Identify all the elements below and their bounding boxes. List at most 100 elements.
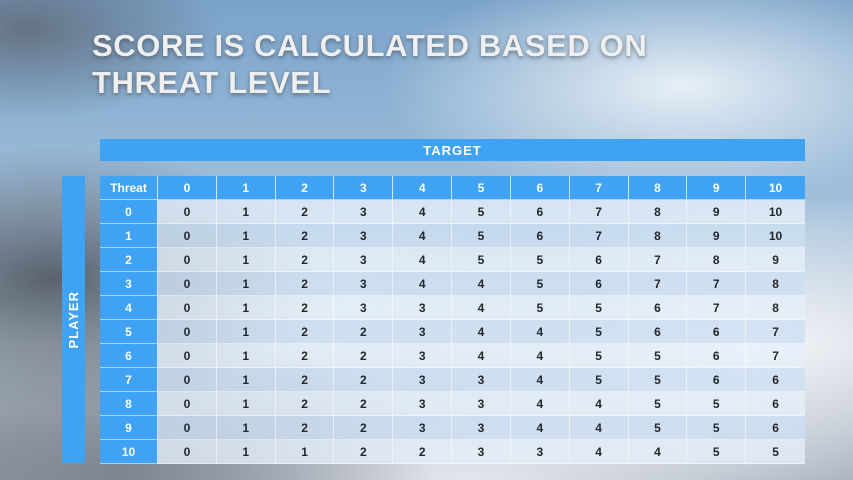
score-cell: 5 — [746, 440, 805, 464]
score-cell: 5 — [628, 368, 688, 392]
score-cell: 5 — [510, 296, 570, 320]
score-cell: 2 — [275, 296, 335, 320]
score-cell: 3 — [334, 224, 394, 248]
score-cell: 1 — [216, 248, 276, 272]
score-cell: 4 — [510, 392, 570, 416]
score-cell: 6 — [569, 248, 629, 272]
score-cell: 4 — [452, 344, 511, 368]
score-cell: 5 — [687, 440, 747, 464]
score-cell: 1 — [216, 224, 276, 248]
score-cell: 6 — [628, 320, 688, 344]
score-cell: 6 — [746, 392, 805, 416]
score-cell: 0 — [158, 440, 217, 464]
score-cell: 6 — [687, 320, 747, 344]
score-cell: 6 — [569, 272, 629, 296]
row-header: 9 — [100, 416, 158, 440]
score-cell: 2 — [275, 200, 335, 224]
row-header: 8 — [100, 392, 158, 416]
score-cell: 2 — [334, 368, 394, 392]
score-cell: 3 — [393, 320, 453, 344]
column-header: 8 — [628, 176, 688, 200]
score-cell: 3 — [334, 272, 394, 296]
row-header: 7 — [100, 368, 158, 392]
score-cell: 5 — [452, 224, 511, 248]
column-header: 9 — [687, 176, 747, 200]
column-header: 4 — [393, 176, 453, 200]
score-cell: 0 — [158, 416, 217, 440]
score-cell: 7 — [569, 200, 629, 224]
score-cell: 4 — [452, 320, 511, 344]
score-cell: 4 — [393, 272, 453, 296]
column-header: 7 — [569, 176, 629, 200]
score-cell: 6 — [746, 416, 805, 440]
score-cell: 3 — [452, 416, 511, 440]
score-cell: 5 — [569, 296, 629, 320]
score-cell: 8 — [746, 272, 805, 296]
score-cell: 2 — [334, 344, 394, 368]
score-cell: 6 — [510, 224, 570, 248]
row-header: 3 — [100, 272, 158, 296]
score-cell: 3 — [393, 392, 453, 416]
score-cell: 4 — [510, 344, 570, 368]
player-axis-label: PLAYER — [66, 290, 81, 349]
score-cell: 2 — [275, 392, 335, 416]
score-cell: 7 — [628, 248, 688, 272]
column-header: 2 — [275, 176, 335, 200]
row-header: 2 — [100, 248, 158, 272]
score-cell: 3 — [334, 248, 394, 272]
score-cell: 4 — [510, 320, 570, 344]
score-cell: 10 — [746, 200, 805, 224]
score-cell: 2 — [334, 320, 394, 344]
score-cell: 3 — [510, 440, 570, 464]
score-cell: 10 — [746, 224, 805, 248]
slide-title: SCORE IS CALCULATED BASED ON THREAT LEVEL — [92, 27, 732, 101]
score-cell: 9 — [687, 200, 747, 224]
threat-corner-header: Threat — [100, 176, 158, 200]
score-cell: 7 — [569, 224, 629, 248]
score-cell: 4 — [452, 272, 511, 296]
score-cell: 3 — [393, 416, 453, 440]
score-cell: 8 — [746, 296, 805, 320]
score-cell: 4 — [569, 392, 629, 416]
score-cell: 4 — [510, 416, 570, 440]
row-header: 4 — [100, 296, 158, 320]
score-cell: 6 — [687, 344, 747, 368]
score-cell: 3 — [393, 296, 453, 320]
score-cell: 5 — [628, 392, 688, 416]
score-cell: 7 — [687, 296, 747, 320]
score-cell: 5 — [628, 344, 688, 368]
score-cell: 4 — [393, 200, 453, 224]
score-cell: 0 — [158, 296, 217, 320]
score-cell: 5 — [569, 320, 629, 344]
score-cell: 2 — [334, 440, 394, 464]
score-cell: 8 — [687, 248, 747, 272]
column-header: 0 — [158, 176, 217, 200]
score-cell: 5 — [569, 368, 629, 392]
slide-title-line-1: SCORE IS CALCULATED BASED ON — [92, 28, 648, 63]
target-axis-label: TARGET — [423, 142, 482, 158]
column-header: 3 — [334, 176, 394, 200]
slide-title-line-2: THREAT LEVEL — [92, 65, 332, 101]
score-table: Threat 0 1 2 3 4 5 6 7 8 9 10 0 0 1 2 3 4 5 6 7 8 9 10 1 0 1 2 3 4 5… — [100, 176, 805, 464]
score-cell: 2 — [275, 368, 335, 392]
row-header: 10 — [100, 440, 158, 464]
score-cell: 1 — [275, 440, 335, 464]
column-header: 10 — [746, 176, 805, 200]
score-cell: 0 — [158, 344, 217, 368]
score-cell: 0 — [158, 200, 217, 224]
score-cell: 1 — [216, 200, 276, 224]
table-row: 0 0 1 2 3 4 5 6 7 8 9 10 — [100, 200, 805, 224]
score-cell: 3 — [334, 296, 394, 320]
score-cell: 8 — [628, 224, 688, 248]
score-cell: 5 — [687, 392, 747, 416]
column-header: 5 — [452, 176, 511, 200]
score-cell: 4 — [393, 248, 453, 272]
score-cell: 4 — [569, 440, 629, 464]
score-cell: 0 — [158, 392, 217, 416]
score-cell: 3 — [452, 368, 511, 392]
